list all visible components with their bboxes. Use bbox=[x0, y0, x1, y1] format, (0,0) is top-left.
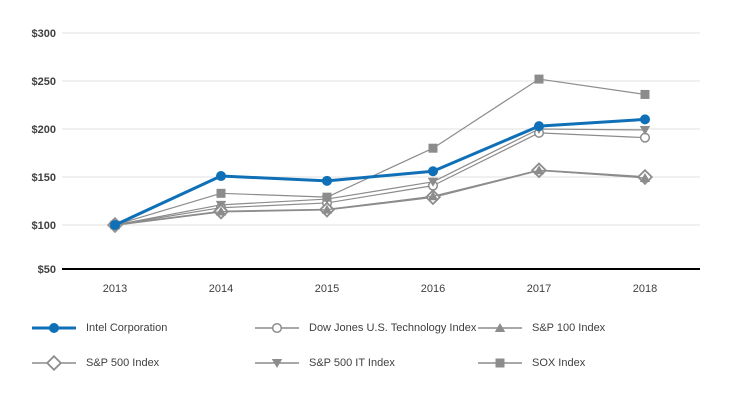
legend-item-intel-corporation: Intel Corporation bbox=[32, 318, 255, 338]
chart-legend: Intel Corporation Dow Jones U.S. Technolo… bbox=[0, 318, 732, 373]
y-tick-label: $200 bbox=[32, 124, 56, 136]
series-line-sox-index bbox=[114, 78, 646, 226]
legend-swatch-open-circle-icon bbox=[255, 322, 299, 334]
marker-s-p-500-it-index-2018 bbox=[639, 125, 651, 135]
marker-intel-corporation-2014 bbox=[216, 171, 226, 182]
legend-item-s-p-100-index: S&P 100 Index bbox=[478, 318, 732, 338]
legend-swatch-filled-triangle-up-icon bbox=[478, 323, 522, 332]
series-intel-corporation bbox=[110, 114, 650, 230]
legend-swatch-filled-square-icon bbox=[478, 358, 522, 368]
performance-line-chart: $50 $100 $150 $200 $250 $300 2013 2014 2015 2016 2… bbox=[32, 28, 700, 295]
marker-s-p-100-index-2018 bbox=[639, 172, 651, 182]
marker-sox-index-2014 bbox=[216, 188, 226, 198]
marker-s-p-100-index-2014 bbox=[215, 206, 227, 216]
marker-sox-index-2015 bbox=[322, 192, 332, 202]
marker-intel-corporation-2018 bbox=[640, 114, 650, 125]
legend-label: Dow Jones U.S. Technology Index bbox=[309, 322, 477, 334]
legend-swatch-filled-triangle-down-icon bbox=[255, 359, 299, 368]
legend-label: S&P 500 IT Index bbox=[309, 357, 395, 369]
legend-item-sox-index: SOX Index bbox=[478, 353, 732, 373]
x-tick-label: 2017 bbox=[527, 283, 551, 295]
legend-label: Intel Corporation bbox=[86, 322, 168, 334]
legend-label: SOX Index bbox=[532, 357, 586, 369]
chart-canvas: $50 $100 $150 $200 $250 $300 2013 2014 2015 2016 2… bbox=[32, 28, 700, 295]
marker-intel-corporation-2015 bbox=[322, 175, 332, 186]
legend-marker-filled-triangle-up-icon bbox=[494, 323, 506, 332]
x-tick-label: 2015 bbox=[315, 283, 339, 295]
marker-intel-corporation-2013 bbox=[110, 220, 120, 230]
legend-swatch-filled-circle-icon bbox=[32, 323, 76, 333]
marker-sox-index-2017 bbox=[534, 74, 544, 84]
marker-s-p-100-index-2017 bbox=[533, 165, 545, 175]
marker-intel-corporation-2017 bbox=[534, 121, 544, 132]
marker-intel-corporation-2016 bbox=[428, 166, 438, 177]
legend-marker-filled-square-icon bbox=[495, 358, 505, 368]
marker-sox-index-2018 bbox=[640, 89, 650, 99]
legend-marker-filled-circle-icon bbox=[49, 323, 59, 333]
y-tick-label: $300 bbox=[32, 28, 56, 40]
series-line-s-p-500-it-index bbox=[114, 128, 646, 226]
y-tick-label: $250 bbox=[32, 76, 56, 88]
legend-item-s-p-500-it-index: S&P 500 IT Index bbox=[255, 353, 478, 373]
series-line-s-p-500-index bbox=[114, 169, 646, 226]
y-tick-label: $100 bbox=[32, 220, 56, 232]
x-tick-label: 2014 bbox=[209, 283, 233, 295]
legend-item-s-p-500-index: S&P 500 Index bbox=[32, 353, 255, 373]
legend-marker-open-diamond-icon bbox=[45, 355, 63, 371]
series-s-p-500-index bbox=[106, 162, 654, 234]
legend-marker-open-circle-icon bbox=[271, 322, 283, 334]
marker-s-p-500-it-index-2016 bbox=[427, 177, 439, 187]
legend-item-dow-jones-u-s-technology-index: Dow Jones U.S. Technology Index bbox=[255, 318, 478, 338]
series-line-dow-jones-u-s-technology-index bbox=[114, 132, 646, 226]
x-tick-label: 2013 bbox=[103, 283, 127, 295]
legend-label: S&P 500 Index bbox=[86, 357, 160, 369]
marker-s-p-100-index-2015 bbox=[321, 204, 333, 214]
x-tick-label: 2016 bbox=[421, 283, 445, 295]
series-line-s-p-100-index bbox=[114, 169, 646, 226]
series-dow-jones-u-s-technology-index bbox=[109, 127, 651, 231]
legend-marker-filled-triangle-down-icon bbox=[271, 359, 283, 368]
y-tick-label: $150 bbox=[32, 172, 56, 184]
series-line-intel-corporation bbox=[113, 117, 647, 227]
series-sox-index bbox=[110, 74, 650, 230]
marker-s-p-100-index-2016 bbox=[427, 191, 439, 201]
y-tick-label: $50 bbox=[38, 264, 56, 276]
marker-sox-index-2016 bbox=[428, 143, 438, 153]
legend-label: S&P 100 Index bbox=[532, 322, 606, 334]
legend-swatch-open-diamond-icon bbox=[32, 355, 76, 371]
x-tick-label: 2018 bbox=[633, 283, 657, 295]
